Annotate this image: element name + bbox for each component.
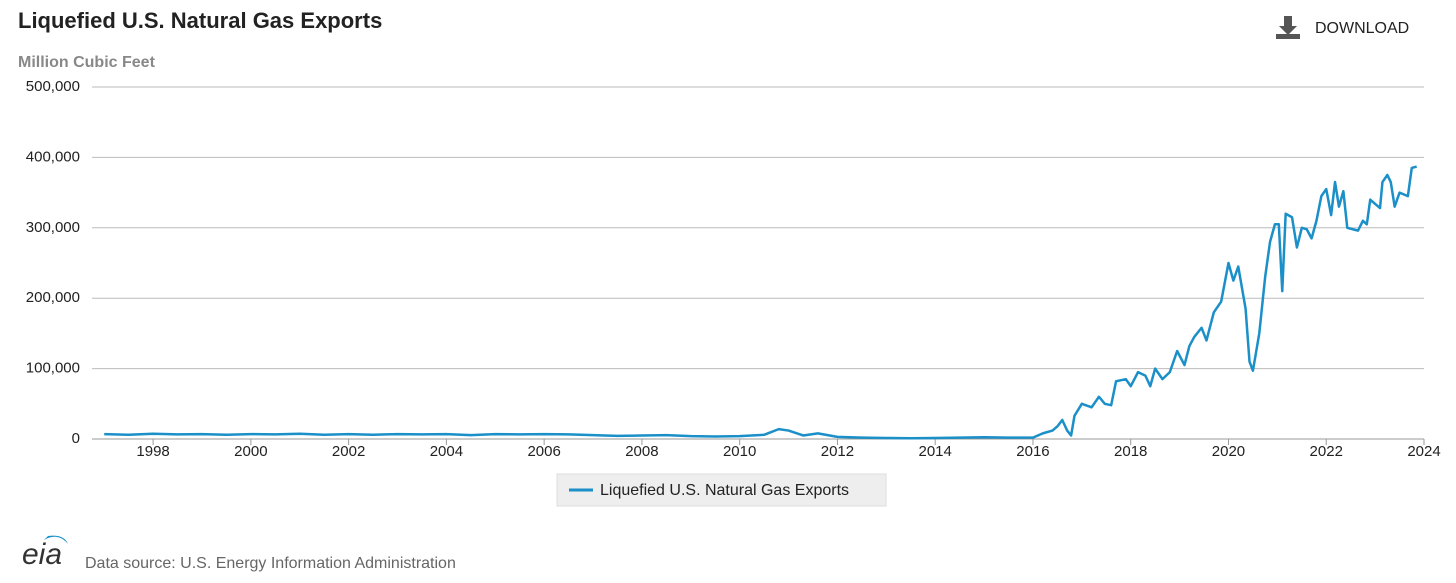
- x-tick-label: 2014: [919, 443, 952, 460]
- x-tick-label: 2020: [1212, 443, 1245, 460]
- x-tick-label: 2024: [1407, 443, 1440, 460]
- download-label[interactable]: DOWNLOAD: [1315, 20, 1409, 37]
- x-tick-label: 2016: [1016, 443, 1049, 460]
- y-tick-label: 0: [72, 430, 80, 447]
- logo: eia: [22, 538, 62, 571]
- y-tick-label: 300,000: [26, 219, 80, 236]
- x-tick-label: 2008: [625, 443, 658, 460]
- x-tick-label: 2022: [1310, 443, 1343, 460]
- source: Data source: U.S. Energy Information Adm…: [85, 555, 456, 572]
- x-tick-label: 2002: [332, 443, 365, 460]
- series-line: [104, 165, 1418, 440]
- x-tick-label: 1998: [136, 443, 169, 460]
- x-tick-label: 2004: [430, 443, 463, 460]
- download-area[interactable]: [1270, 12, 1430, 46]
- y-tick-label: 200,000: [26, 289, 80, 306]
- chart-title: Liquefied U.S. Natural Gas Exports: [18, 8, 382, 33]
- x-tick-label: 2018: [1114, 443, 1147, 460]
- y-tick-label: 400,000: [26, 148, 80, 165]
- y-tick-label: 500,000: [26, 78, 80, 95]
- logo-swoosh: [44, 535, 68, 544]
- x-tick-label: 2010: [723, 443, 756, 460]
- x-tick-label: 2006: [527, 443, 560, 460]
- y-tick-label: 100,000: [26, 360, 80, 377]
- x-tick-label: 2012: [821, 443, 854, 460]
- download-button[interactable]: DOWNLOAD: [1270, 12, 1430, 46]
- x-tick-label: 2000: [234, 443, 267, 460]
- legend-label: Liquefied U.S. Natural Gas Exports: [600, 482, 849, 499]
- download-icon[interactable]: [1276, 16, 1300, 39]
- chart-subtitle: Million Cubic Feet: [18, 54, 156, 71]
- legend-box: [556, 473, 887, 507]
